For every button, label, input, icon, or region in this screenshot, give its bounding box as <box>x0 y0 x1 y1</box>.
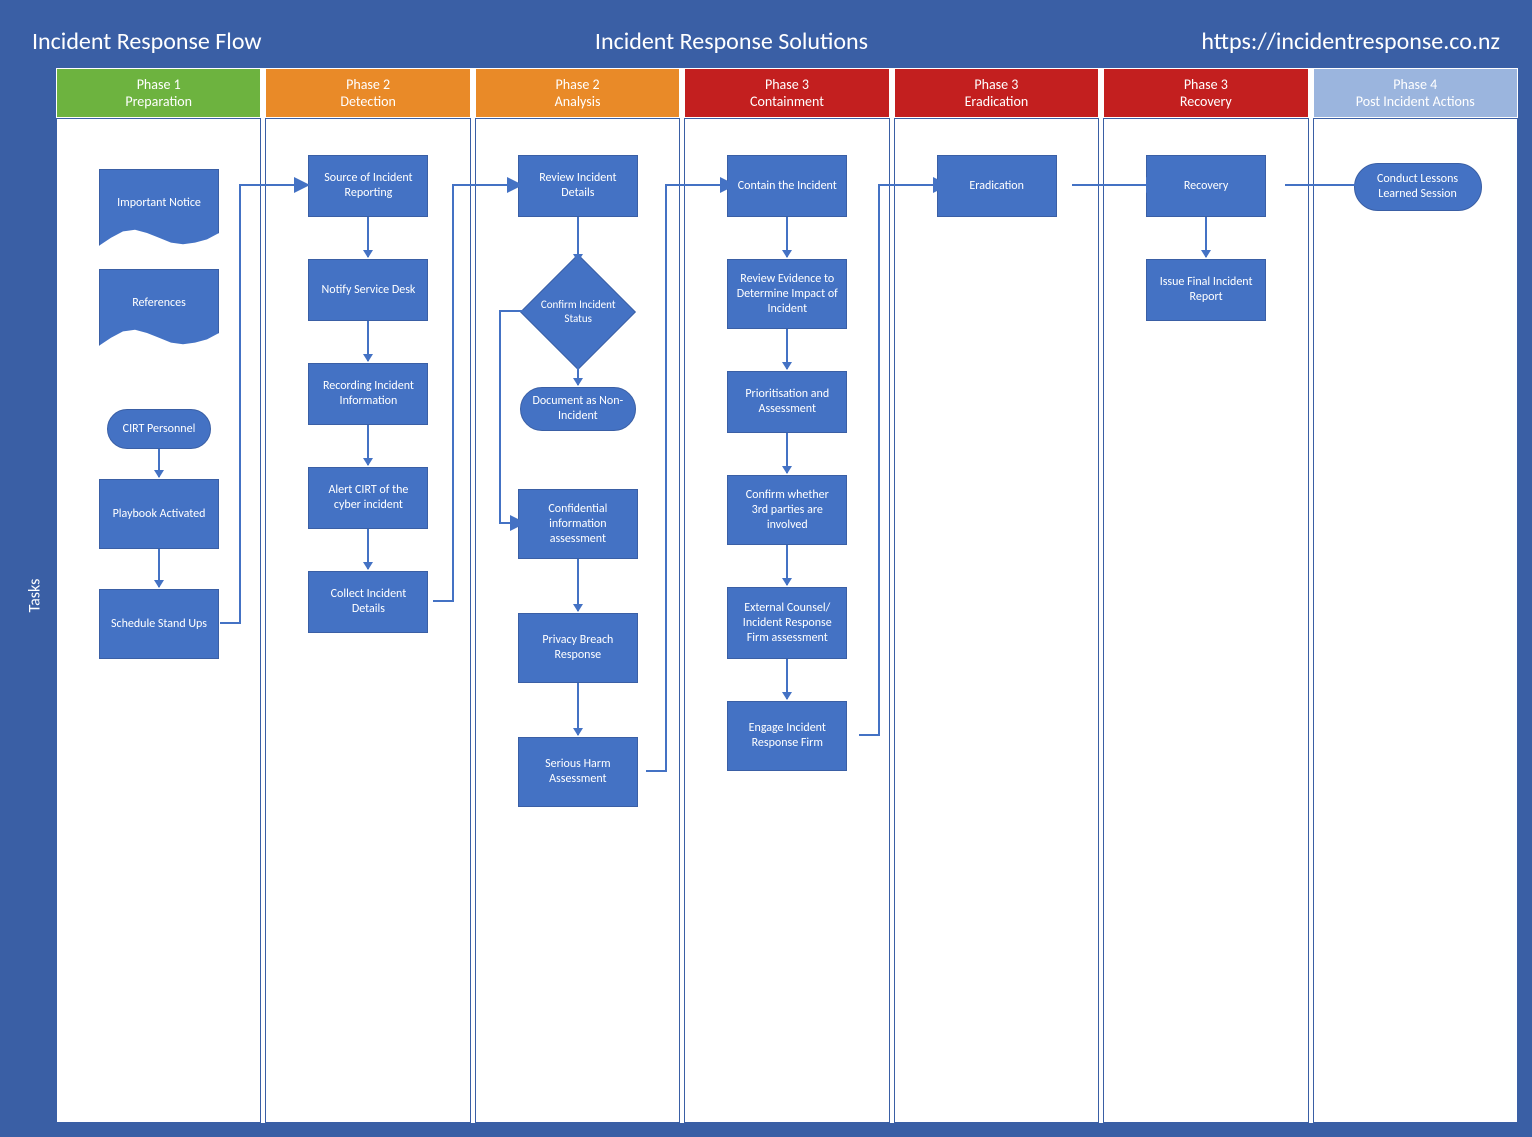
node-c2: Review Evidence to Determine Impact of I… <box>727 259 847 329</box>
phase-title: Phase 2 <box>346 76 390 94</box>
arrow-down <box>367 529 369 569</box>
phase-title: Phase 1 <box>137 76 181 94</box>
diagram-frame: Incident Response Flow Incident Response… <box>0 0 1532 1137</box>
phase-subtitle: Analysis <box>555 93 601 111</box>
arrow-down <box>786 545 788 585</box>
arrow-down <box>367 217 369 257</box>
arrow-down <box>577 683 579 735</box>
node-c5: External Counsel/ Incident Response Firm… <box>727 587 847 659</box>
phase-subtitle: Post Incident Actions <box>1356 93 1475 111</box>
node-p1a: Important Notice <box>99 169 219 249</box>
node-label: Confirm Incident Status <box>538 298 618 326</box>
header-title-left: Incident Response Flow <box>32 27 262 56</box>
node-d1: Source of Incident Reporting <box>308 155 428 217</box>
node-d2: Notify Service Desk <box>308 259 428 321</box>
phase-header-1: Phase 2Detection <box>265 68 470 118</box>
arrow-down <box>367 425 369 465</box>
arrow-down <box>158 549 160 587</box>
node-p1d: Playbook Activated <box>99 479 219 549</box>
node-c1: Contain the Incident <box>727 155 847 217</box>
node-r2: Issue Final Incident Report <box>1146 259 1266 321</box>
tasks-swimlane-label: Tasks <box>14 68 56 1123</box>
node-a4: Confidential information assessment <box>518 489 638 559</box>
phase-header-6: Phase 4Post Incident Actions <box>1313 68 1518 118</box>
node-c6: Engage Incident Response Firm <box>727 701 847 771</box>
node-p1b: References <box>99 269 219 349</box>
phase-header-row: Phase 1PreparationPhase 2DetectionPhase … <box>56 68 1518 118</box>
node-a6: Serious Harm Assessment <box>518 737 638 807</box>
node-c3: Prioritisation and Assessment <box>727 371 847 433</box>
node-a3: Document as Non-Incident <box>520 387 636 431</box>
phase-title: Phase 3 <box>974 76 1018 94</box>
phase-title: Phase 3 <box>1184 76 1228 94</box>
arrow-down <box>786 659 788 699</box>
node-a2: Confirm Incident Status <box>520 254 636 370</box>
node-c4: Confirm whether 3rd parties are involved <box>727 475 847 545</box>
node-p1c: CIRT Personnel <box>107 409 211 449</box>
header-bar: Incident Response Flow Incident Response… <box>14 14 1518 68</box>
phase-header-2: Phase 2Analysis <box>475 68 680 118</box>
lanes-container: Important Notice References CIRT Personnel… <box>56 118 1518 1123</box>
phase-subtitle: Preparation <box>125 93 192 111</box>
phase-subtitle: Eradication <box>965 93 1029 111</box>
node-pi1: Conduct Lessons Learned Session <box>1354 163 1482 211</box>
arrow-down <box>158 449 160 477</box>
node-a5: Privacy Breach Response <box>518 613 638 683</box>
tasks-label-text: Tasks <box>25 579 44 613</box>
node-r1: Recovery <box>1146 155 1266 217</box>
phase-header-5: Phase 3Recovery <box>1103 68 1308 118</box>
arrow-down <box>577 359 579 385</box>
lane-analysis: Review Incident Details Confirm Incident … <box>475 118 680 1123</box>
phase-header-0: Phase 1Preparation <box>56 68 261 118</box>
phase-title: Phase 2 <box>556 76 600 94</box>
phase-header-3: Phase 3Containment <box>684 68 889 118</box>
header-title-center: Incident Response Solutions <box>595 27 868 56</box>
header-title-right: https://incidentresponse.co.nz <box>1201 27 1500 56</box>
phase-subtitle: Containment <box>750 93 824 111</box>
arrow-down <box>786 217 788 257</box>
arrow-down <box>577 559 579 611</box>
lane-detect: Source of Incident Reporting Notify Servi… <box>265 118 470 1123</box>
arrow-down <box>786 433 788 473</box>
lane-post: Conduct Lessons Learned Session <box>1313 118 1518 1123</box>
lane-prep: Important Notice References CIRT Personnel… <box>56 118 261 1123</box>
node-p1e: Schedule Stand Ups <box>99 589 219 659</box>
node-e1: Eradication <box>937 155 1057 217</box>
arrow-down <box>577 217 579 261</box>
phase-subtitle: Recovery <box>1180 93 1232 111</box>
arrow-down <box>786 329 788 369</box>
arrow-down <box>1205 217 1207 257</box>
lane-contain: Contain the Incident Review Evidence to D… <box>684 118 889 1123</box>
phase-header-4: Phase 3Eradication <box>894 68 1099 118</box>
phase-subtitle: Detection <box>340 93 395 111</box>
lane-eradicate: Eradication <box>894 118 1099 1123</box>
node-d5: Collect Incident Details <box>308 571 428 633</box>
node-d3: Recording Incident Information <box>308 363 428 425</box>
node-d4: Alert CIRT of the cyber incident <box>308 467 428 529</box>
arrow-down <box>367 321 369 361</box>
lane-recover: Recovery Issue Final Incident Report <box>1103 118 1308 1123</box>
phase-title: Phase 3 <box>765 76 809 94</box>
node-a1: Review Incident Details <box>518 155 638 217</box>
phase-title: Phase 4 <box>1393 76 1437 94</box>
